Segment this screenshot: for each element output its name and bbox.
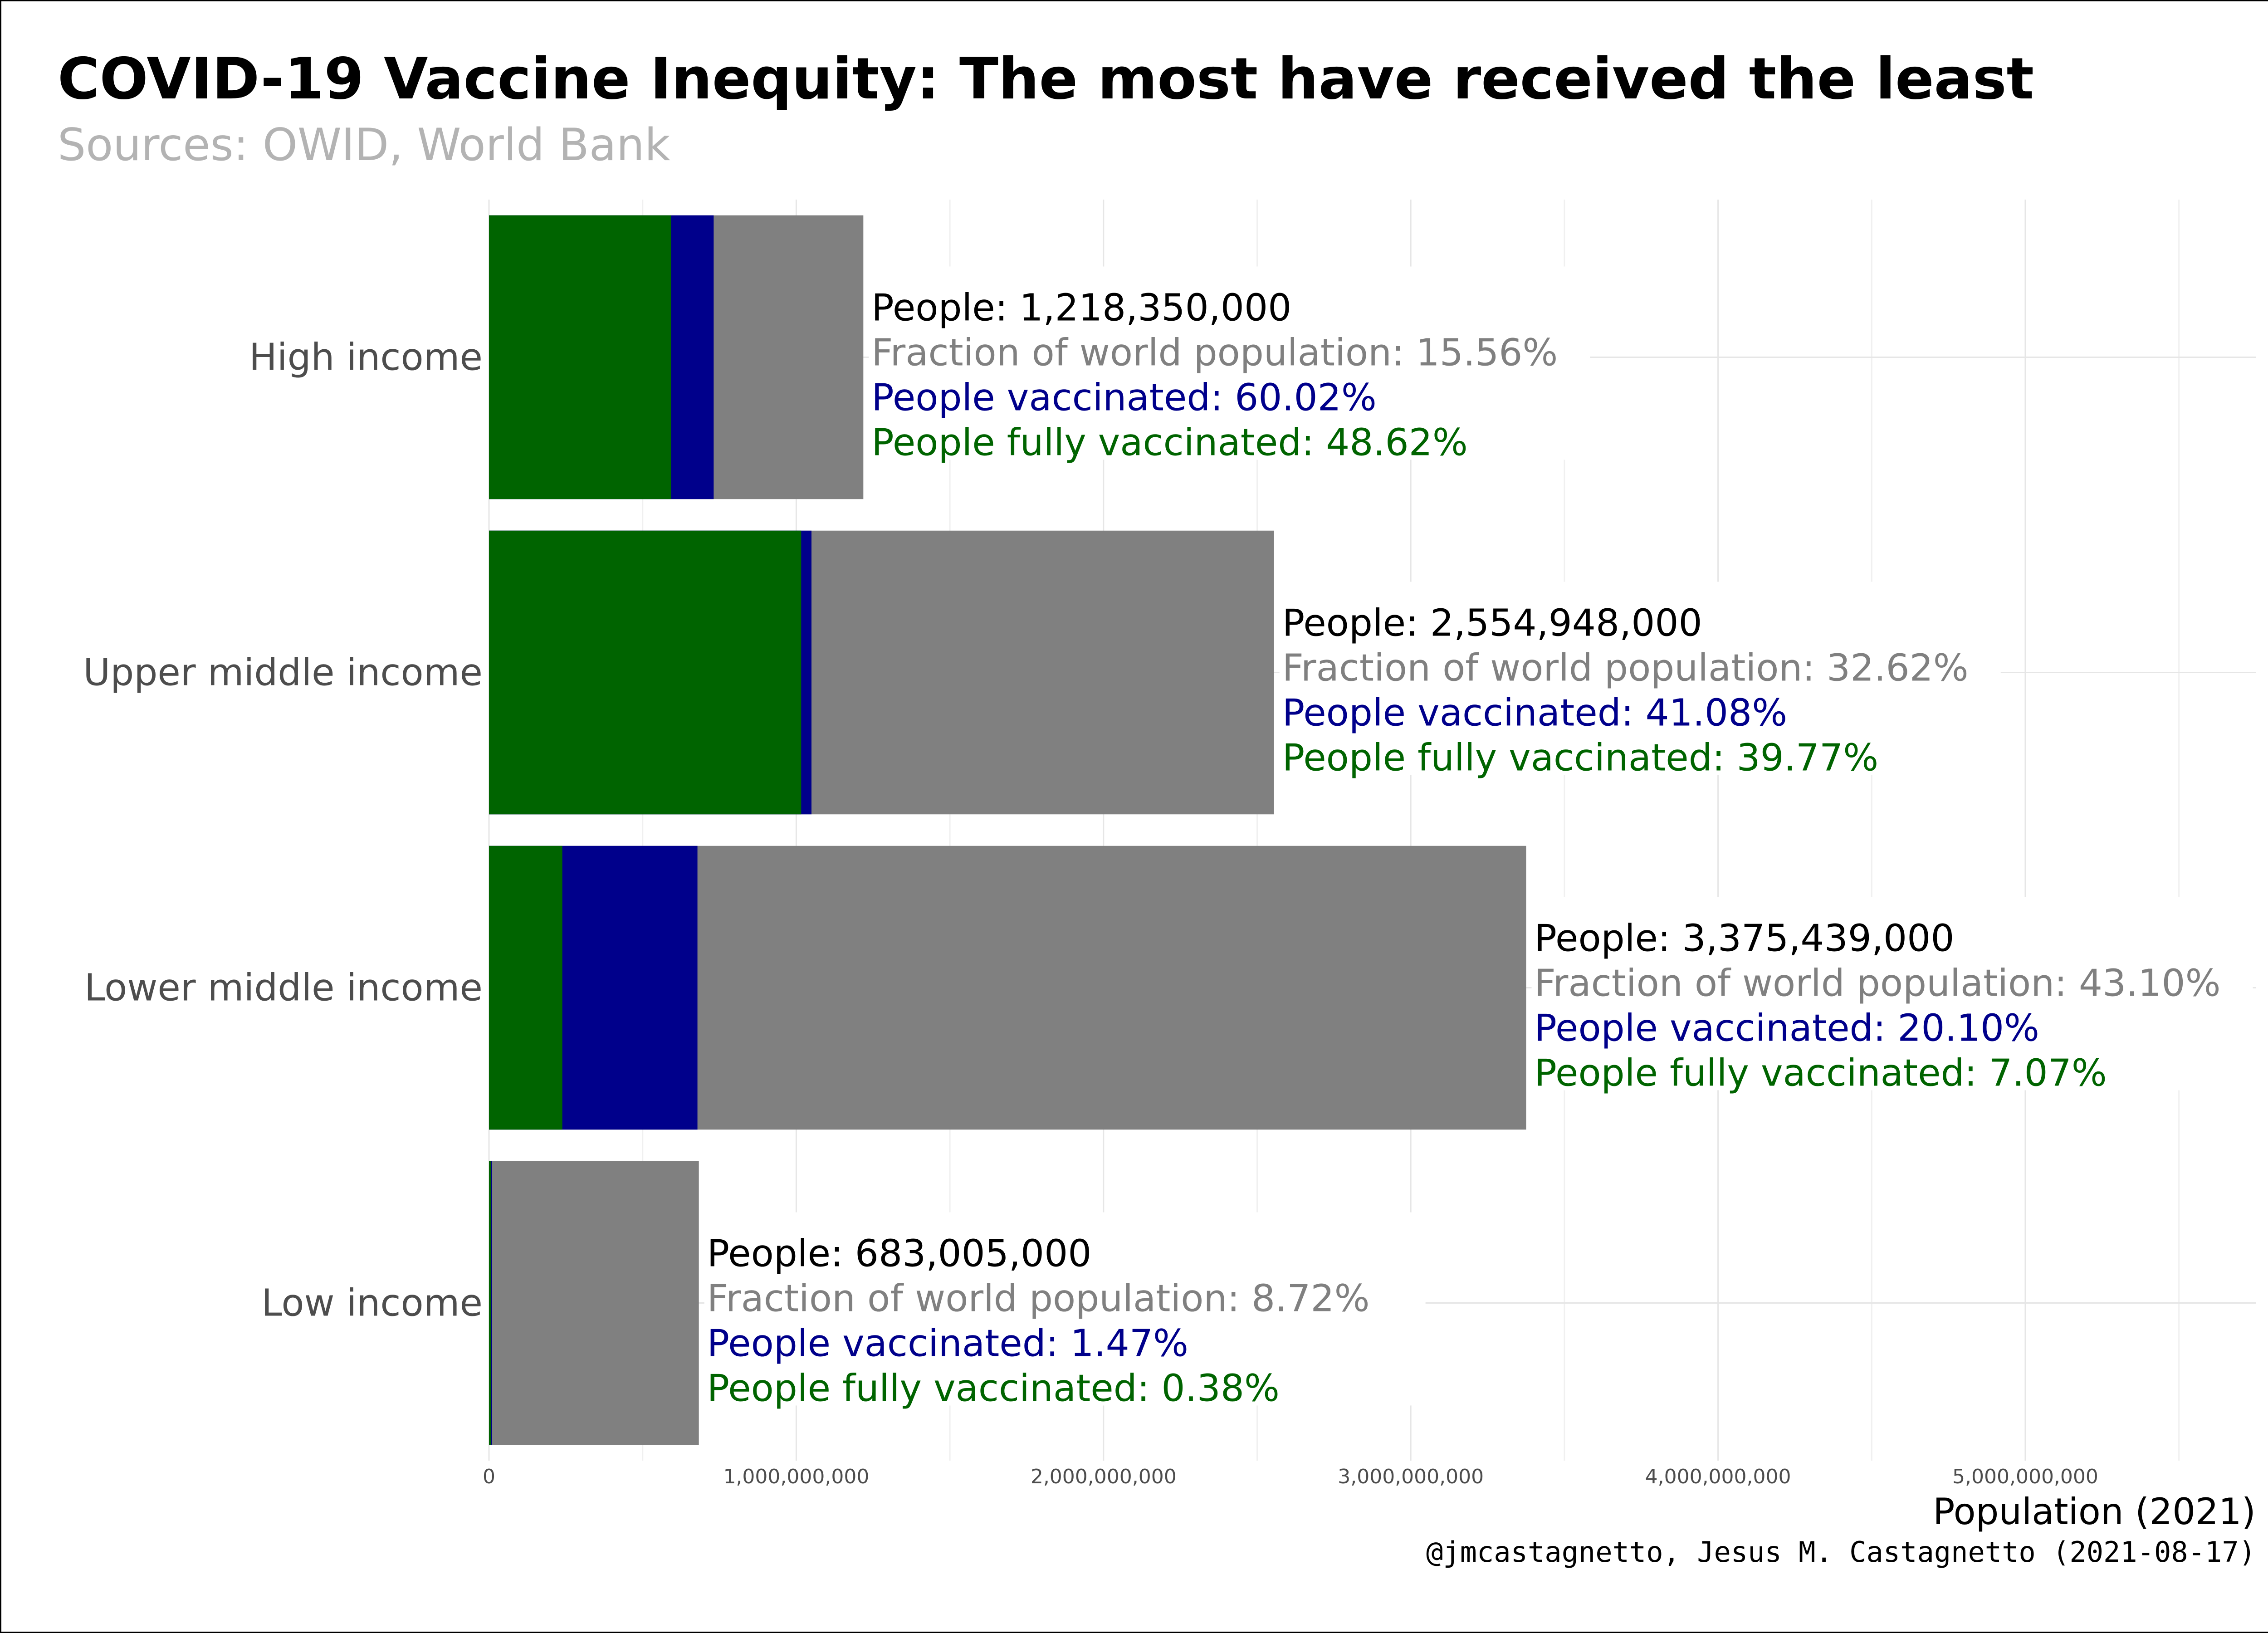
category-label: Lower middle income — [84, 967, 483, 1010]
x-axis-title: Population (2021) — [1933, 1491, 2256, 1533]
annotation-people: People: 3,375,439,000 — [1534, 917, 1954, 960]
annotation-background — [704, 1212, 1426, 1406]
x-tick-label: 5,000,000,000 — [1952, 1465, 2098, 1488]
annotation-fraction: Fraction of world population: 43.10% — [1534, 962, 2220, 1005]
fully-vaccinated-bar — [489, 846, 562, 1130]
x-tick-label: 1,000,000,000 — [723, 1465, 869, 1488]
x-tick-label: 2,000,000,000 — [1031, 1465, 1177, 1488]
fully-vaccinated-bar — [489, 530, 802, 815]
x-axis-ticks: 0 1,000,000,000 2,000,000,000 3,000,000,000… — [483, 1465, 2098, 1488]
annotation-vaccinated: People vaccinated: 60.02% — [871, 376, 1376, 420]
annotation-fraction: Fraction of world population: 32.62% — [1282, 647, 1969, 690]
annotation-background — [1279, 582, 2001, 775]
annotation-people: People: 683,005,000 — [707, 1232, 1092, 1276]
population-bar — [489, 1161, 699, 1445]
annotation-fully: People fully vaccinated: 7.07% — [1534, 1052, 2107, 1095]
annotation-fully: People fully vaccinated: 0.38% — [707, 1367, 1280, 1410]
annotation-vaccinated: People vaccinated: 41.08% — [1282, 692, 1787, 735]
category-label: High income — [249, 336, 483, 379]
category-label: Upper middle income — [83, 651, 483, 694]
annotation-background — [1531, 897, 2253, 1090]
x-tick-label: 4,000,000,000 — [1645, 1465, 1791, 1488]
bars-layer — [489, 215, 1526, 1445]
x-tick-label: 0 — [483, 1465, 495, 1488]
annotation-vaccinated: People vaccinated: 1.47% — [707, 1322, 1188, 1365]
annotation-people: People: 1,218,350,000 — [871, 287, 1291, 330]
annotation-fully: People fully vaccinated: 39.77% — [1282, 737, 1878, 780]
annotation-vaccinated: People vaccinated: 20.10% — [1534, 1007, 2039, 1050]
fully-vaccinated-bar — [489, 1161, 491, 1445]
caption: @jmcastagnetto, Jesus M. Castagnetto (20… — [1426, 1535, 2256, 1569]
chart-title: COVID-19 Vaccine Inequity: The most have… — [58, 45, 2034, 112]
annotation-people: People: 2,554,948,000 — [1282, 602, 1702, 645]
annotation-background — [869, 266, 1590, 460]
annotation-fraction: Fraction of world population: 15.56% — [871, 332, 1558, 375]
x-tick-label: 3,000,000,000 — [1338, 1465, 1484, 1488]
chart-subtitle: Sources: OWID, World Bank — [58, 119, 670, 171]
annotation-fully: People fully vaccinated: 48.62% — [871, 421, 1467, 464]
fully-vaccinated-bar — [489, 215, 671, 499]
annotation-fraction: Fraction of world population: 8.72% — [707, 1277, 1370, 1320]
category-label: Low income — [261, 1282, 483, 1325]
